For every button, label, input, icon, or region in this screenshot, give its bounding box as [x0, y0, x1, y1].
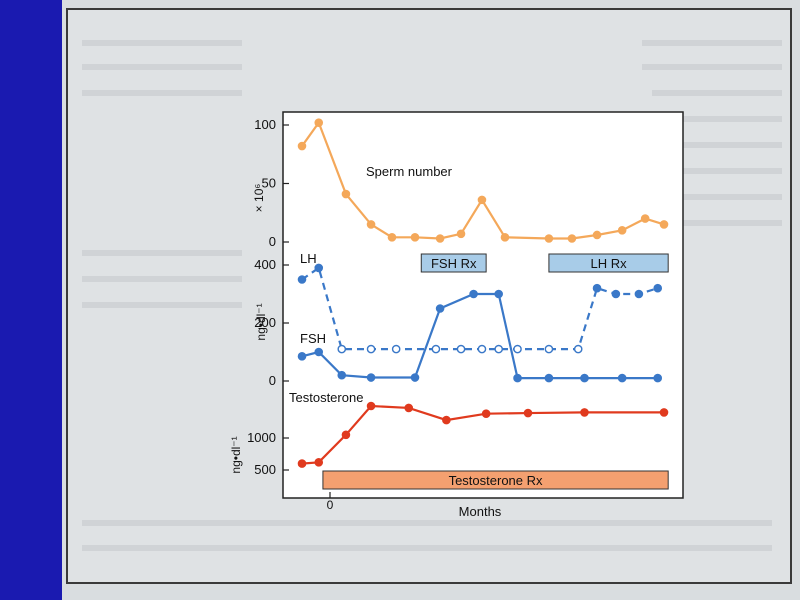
data-point [494, 344, 503, 354]
data-point [500, 233, 510, 242]
data-point [314, 263, 324, 273]
series-line [301, 266, 659, 351]
data-point [366, 373, 376, 382]
treatment-bar [322, 470, 669, 490]
y-tick-label: 1000 [247, 430, 276, 445]
ylabel-testosterone: ng•dl⁻¹ [229, 436, 243, 473]
left-blue-band [0, 0, 62, 600]
data-point [544, 234, 554, 243]
data-point [297, 459, 307, 468]
y-tick-label: 0 [269, 373, 276, 388]
chart-panel [282, 111, 684, 499]
data-point [431, 344, 441, 354]
data-point [410, 233, 420, 242]
data-point [297, 352, 307, 361]
y-tick-label: 400 [254, 257, 276, 272]
data-point [337, 370, 347, 380]
data-point [442, 415, 451, 425]
data-point [567, 234, 577, 243]
data-point [314, 347, 324, 357]
data-point [580, 373, 589, 383]
data-point [435, 234, 445, 243]
data-point [653, 373, 663, 383]
series-lines-layer [297, 118, 669, 468]
data-point [611, 289, 621, 299]
data-point [341, 189, 351, 199]
data-point [481, 409, 491, 418]
data-point [456, 229, 466, 239]
data-point [297, 275, 307, 284]
series-label-lh: LH [300, 251, 317, 266]
treatment-bar [548, 253, 669, 273]
data-point [435, 304, 445, 313]
data-point [337, 344, 347, 354]
y-tick-label: 200 [254, 315, 276, 330]
treatment-bar-label: FSH Rx [431, 256, 477, 271]
treatment-bar [420, 253, 487, 273]
data-point [477, 344, 487, 354]
data-point [634, 289, 644, 299]
data-point [366, 344, 376, 354]
data-point [387, 233, 397, 242]
data-point [494, 289, 503, 299]
data-point [404, 403, 414, 413]
data-point [314, 118, 324, 127]
data-point [544, 344, 554, 354]
series-line [301, 404, 664, 465]
ylabel-lh-fsh: ng•dl⁻¹ [254, 303, 268, 340]
series-line [301, 120, 665, 240]
data-point [366, 220, 376, 229]
treatment-bar-label: Testosterone Rx [449, 473, 543, 488]
y-tick-label: 50 [262, 176, 276, 191]
x-axis-label: Months [459, 504, 502, 519]
data-point [513, 373, 522, 383]
data-point [314, 458, 324, 467]
series-label-fsh: FSH [300, 331, 326, 346]
data-point [391, 344, 401, 354]
data-point [341, 430, 351, 440]
faded-background-text [82, 40, 782, 551]
data-point [592, 230, 602, 240]
data-point [366, 401, 376, 411]
y-tick-label: 0 [269, 234, 276, 249]
data-point [573, 344, 583, 354]
data-point [617, 373, 627, 383]
x-tick-label-0: 0 [327, 498, 334, 512]
data-point [592, 283, 602, 293]
data-point [469, 289, 478, 299]
series-label-sperm: Sperm number [366, 164, 453, 179]
series-label-testosterone: Testosterone [289, 390, 363, 405]
data-point [523, 408, 533, 418]
data-point [477, 195, 487, 205]
y-tick-label: 100 [254, 117, 276, 132]
labels-layer: Sperm number LH FSH Testosterone × 10⁶ n… [229, 164, 502, 519]
data-point [659, 408, 669, 417]
treatment-bars-layer: FSH Rx LH Rx Testosterone Rx [322, 253, 669, 490]
data-point [513, 344, 522, 354]
y-tick-label: 500 [254, 462, 276, 477]
data-point [617, 225, 627, 235]
ylabel-sperm: × 10⁶ [252, 184, 266, 213]
data-point [640, 214, 650, 223]
treatment-bar-label: LH Rx [590, 256, 627, 271]
data-point [456, 344, 466, 354]
data-point [580, 408, 589, 417]
data-point [653, 283, 663, 293]
data-point [659, 220, 669, 229]
data-point [544, 373, 554, 383]
data-point [297, 141, 307, 151]
data-point [410, 373, 420, 382]
